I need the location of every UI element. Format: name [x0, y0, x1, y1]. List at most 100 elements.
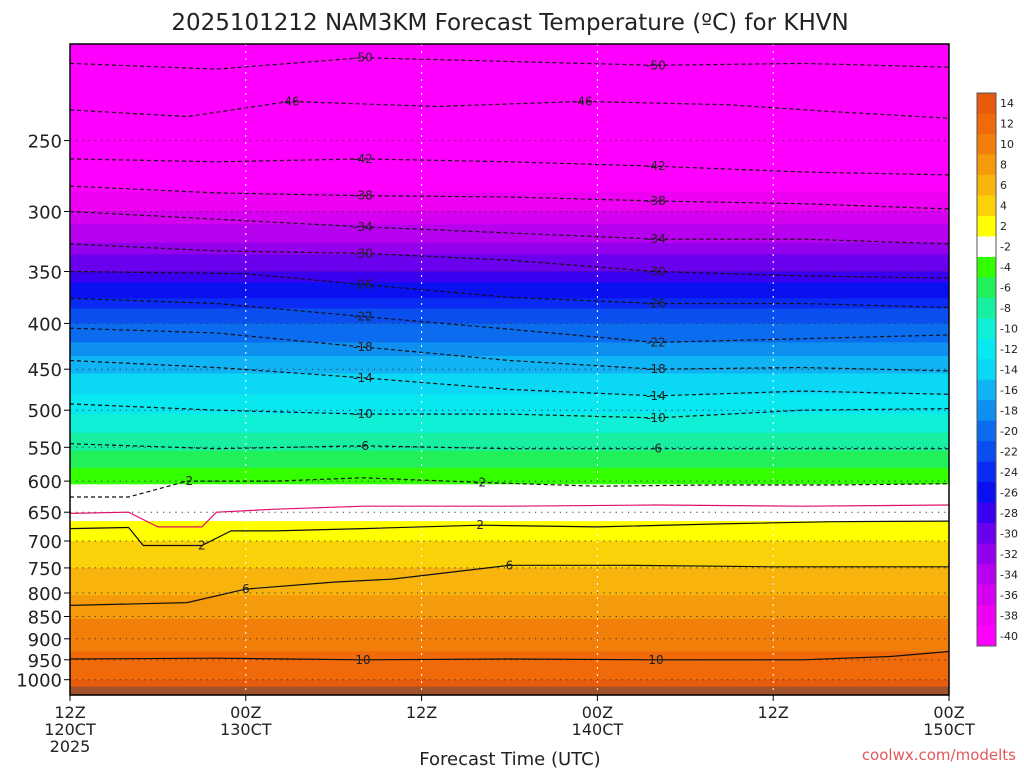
temperature-band	[70, 512, 949, 516]
contour-label: -46	[280, 94, 300, 108]
x-tick-label: 140CT	[572, 720, 624, 739]
x-tick-label: 00Z	[582, 703, 613, 722]
colorbar-label: -34	[1000, 568, 1018, 581]
colorbar-label: 8	[1000, 159, 1007, 172]
colorbar-swatch	[977, 154, 996, 176]
temperature-band	[70, 72, 949, 83]
temperature-band	[70, 248, 949, 255]
temperature-band	[70, 573, 949, 577]
temperature-band	[70, 518, 949, 522]
y-tick-label: 650	[28, 503, 62, 524]
colorbar-label: -14	[1000, 364, 1018, 377]
temperature-band	[70, 342, 949, 348]
temperature-band	[70, 163, 949, 172]
colorbar-swatch	[977, 256, 996, 278]
temperature-band	[70, 490, 949, 495]
temperature-band	[70, 364, 949, 370]
temperature-band	[70, 313, 949, 320]
temperature-band	[70, 351, 949, 357]
temperature-band	[70, 198, 949, 206]
temperature-band	[70, 436, 949, 441]
temperature-band	[70, 132, 949, 142]
temperature-band	[70, 271, 949, 278]
temperature-band	[70, 230, 949, 238]
temperature-band	[70, 597, 949, 601]
temperature-band	[70, 140, 949, 149]
colorbar-swatch	[977, 523, 996, 544]
contour-label: -22	[646, 335, 666, 349]
colorbar-label: -38	[1000, 609, 1018, 622]
temperature-band	[70, 607, 949, 611]
temperature-band	[70, 677, 949, 681]
temperature-band	[70, 497, 949, 501]
colorbar-swatch	[977, 318, 996, 340]
temperature-band	[70, 521, 949, 525]
temperature-band	[70, 402, 949, 407]
temperature-band	[70, 410, 949, 415]
temperature-band	[70, 474, 949, 479]
temperature-band	[70, 318, 949, 324]
temperature-band	[70, 493, 949, 498]
temperature-band	[70, 90, 949, 101]
contour-label: -2	[181, 474, 193, 488]
temperature-band	[70, 621, 949, 624]
temperature-band	[70, 638, 949, 642]
temperature-band	[70, 593, 949, 596]
x-axis-label: Forecast Time (UTC)	[419, 749, 600, 768]
contour-label: -10	[353, 407, 373, 421]
temperature-band	[70, 282, 949, 289]
x-tick-label: 00Z	[230, 703, 261, 722]
temperature-band	[70, 425, 949, 430]
temperature-band	[70, 356, 949, 361]
contour-label: -42	[646, 159, 666, 173]
temperature-band	[70, 333, 949, 339]
y-tick-label: 950	[28, 651, 62, 672]
contour-label: -50	[353, 51, 373, 65]
contour-label: 10	[648, 653, 663, 667]
temperature-band	[70, 303, 949, 310]
colorbar-label: -16	[1000, 384, 1018, 397]
colorbar-swatch	[977, 420, 996, 442]
temperature-band	[70, 429, 949, 434]
temperature-band	[70, 665, 949, 669]
contour-line	[69, 520, 950, 547]
colorbar-swatch	[977, 482, 996, 503]
colorbar-swatch	[977, 277, 996, 299]
temperature-band	[70, 205, 949, 213]
temperature-band	[70, 673, 949, 677]
contour-label: -18	[646, 362, 666, 376]
contour-label: -38	[646, 194, 666, 208]
temperature-band	[70, 254, 949, 261]
contour-label: -6	[650, 442, 662, 456]
temperature-band	[70, 99, 949, 109]
temperature-band	[70, 526, 949, 531]
temperature-band	[70, 308, 949, 315]
temperature-band	[70, 653, 949, 657]
temperature-band	[70, 640, 949, 644]
temperature-band	[70, 681, 949, 685]
temperature-band	[70, 277, 949, 283]
temperature-band	[70, 503, 949, 507]
contour-label: 10	[355, 653, 370, 667]
contour-label: -14	[646, 389, 666, 403]
temperature-band	[70, 580, 949, 584]
temperature-band	[70, 509, 949, 513]
colorbar-label: 2	[1000, 220, 1007, 233]
y-tick-label: 350	[28, 263, 62, 284]
temperature-band	[70, 643, 949, 646]
colorbar-swatch	[977, 400, 996, 422]
contour-label: -10	[646, 411, 666, 425]
temperature-band	[70, 647, 949, 650]
colorbar-swatch	[977, 605, 996, 626]
colorbar-swatch	[977, 441, 996, 463]
temperature-band	[70, 450, 949, 455]
temperature-band	[70, 323, 949, 329]
temperature-band	[70, 454, 949, 459]
contour-label: -30	[353, 246, 373, 260]
colorbar-label: -36	[1000, 589, 1018, 602]
contour-line	[70, 477, 950, 498]
temperature-band	[70, 63, 949, 74]
x-tick-label: 12Z	[758, 703, 789, 722]
